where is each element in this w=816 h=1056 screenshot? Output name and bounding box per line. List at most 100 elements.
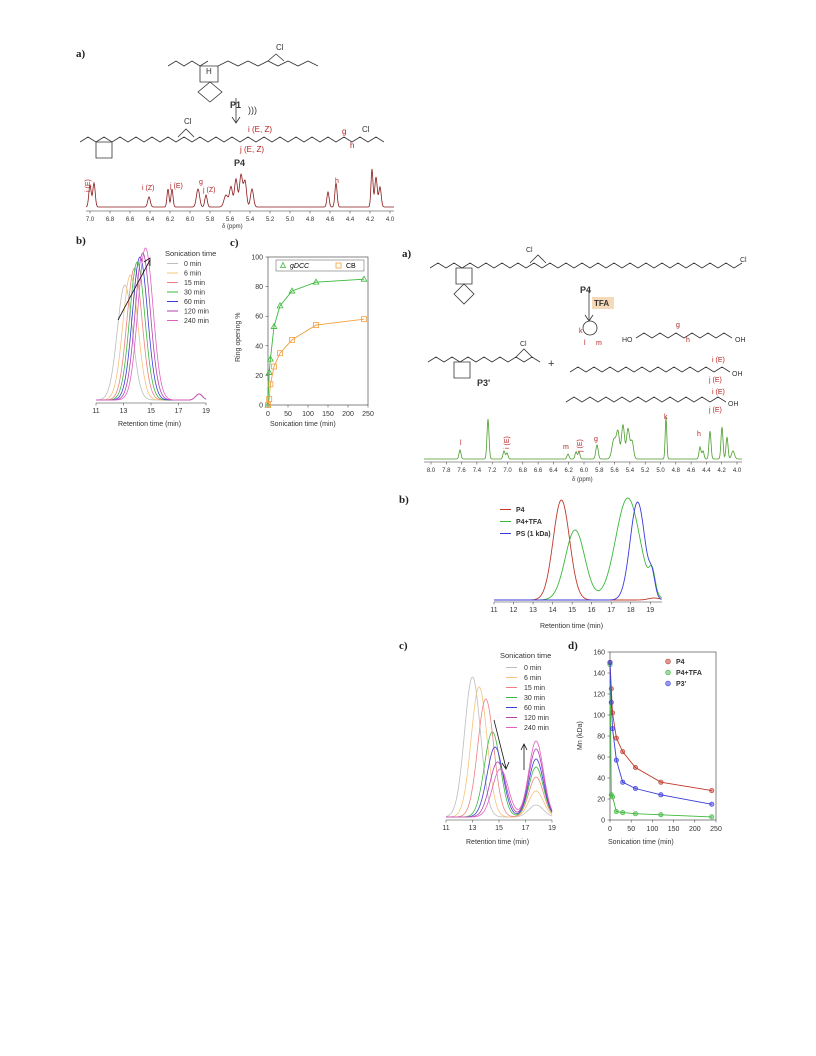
left-gpc-legend-label: 120 min	[184, 309, 209, 316]
ring-y-tick-label: 0	[259, 403, 263, 410]
ring-point-gdcc	[276, 302, 284, 309]
mn-point	[620, 810, 626, 816]
right-c-tick-label: 11	[442, 825, 449, 832]
mn-y-tick-label: 80	[597, 734, 605, 741]
right-c-tick-label: 15	[495, 825, 503, 832]
peak-label-jZ: j (Z)	[202, 187, 215, 194]
mn-point	[632, 785, 638, 791]
ring-point-cb	[289, 336, 295, 343]
left-nmr-tick-label: 5.0	[286, 217, 295, 223]
prod-ho: HO	[622, 337, 633, 344]
right-nmr-tick-label: 4.0	[733, 468, 742, 474]
ring-legend-cb-marker	[335, 262, 342, 269]
left-nmr-x-unit: δ (ppm)	[222, 224, 243, 230]
p4-label: P4	[234, 158, 245, 168]
right-c-legend-label: 120 min	[524, 715, 549, 722]
ring-ylabel: Ring opening %	[235, 313, 242, 362]
right-c-legend-label: 6 min	[524, 675, 541, 682]
right-c-down-arrow	[493, 719, 507, 769]
right-b-tick-label: 16	[588, 607, 596, 614]
left-c-label: c)	[230, 237, 239, 249]
mn-point	[620, 779, 626, 785]
left-gpc-tick-label: 15	[147, 408, 155, 415]
right-c-tick-label: 19	[548, 825, 556, 832]
ring-x-tick-label: 150	[322, 411, 334, 418]
right-a-scheme: P4 TFA P3' + Cl Cl Cl HO OH OH OH k l m …	[427, 247, 747, 414]
mn-point	[632, 764, 638, 770]
prod2-oh: OH	[732, 371, 743, 378]
tfa-label: TFA	[594, 299, 609, 308]
mn-legend-label: P4+TFA	[676, 670, 702, 677]
left-nmr-trace	[85, 168, 394, 208]
peak-label-h: h	[335, 178, 339, 185]
right-nmr-tick-label: 6.2	[565, 468, 574, 474]
right-b-label: b)	[399, 494, 409, 506]
ring-x-tick-label: 100	[302, 411, 314, 418]
left-nmr-spectrum: 7.0 6.8 6.6 6.4 6.2 6.0 5.8 5.6 5.4 5.2 5.0 4.8 4.6 4…	[85, 168, 395, 230]
right-nmr-tick-label: 4.4	[702, 468, 711, 474]
left-gpc-legend-label: 15 min	[184, 280, 205, 287]
mn-x-tick-label: 50	[627, 826, 635, 833]
right-c-trace	[445, 676, 553, 818]
tfa-badge	[592, 297, 614, 309]
right-b-tick-label: 15	[568, 607, 576, 614]
right-c-down-arrowhead	[501, 761, 510, 770]
right-c-xlabel: Retention time (min)	[466, 839, 529, 846]
left-nmr-tick-label: 6.8	[106, 217, 115, 223]
right-peak-k: k	[664, 414, 668, 421]
ring-point-cb	[313, 322, 319, 328]
right-nmr-tick-label: 5.0	[656, 468, 665, 474]
mol-label-iE-1: i (E)	[712, 357, 725, 364]
left-gpc-chart: 11 13 15 17 19 Retention time (min) Sonicati…	[92, 247, 216, 428]
right-nmr-tick-label: 6.6	[534, 468, 543, 474]
mn-chart: 0 50 100 150 200 250 0 20 40 60 80 100 120 140 160 P4 P4…	[577, 650, 722, 847]
right-c-up-arrowhead	[520, 743, 528, 751]
right-c-trace	[445, 686, 553, 818]
right-c-legend-label: 15 min	[524, 685, 545, 692]
right-nmr-tick-label: 6.0	[580, 468, 589, 474]
mn-point	[613, 757, 619, 763]
right-nmr-x-unit: δ (ppm)	[572, 477, 593, 483]
mn-point	[610, 710, 616, 716]
mn-x-tick-label: 200	[689, 826, 701, 833]
left-nmr-tick-label: 4.4	[346, 217, 355, 223]
right-p4-label: P4	[580, 285, 591, 295]
mn-y-tick-label: 0	[601, 818, 605, 825]
p4-cl-right: Cl	[362, 125, 370, 134]
left-nmr-tick-label: 4.2	[366, 217, 375, 223]
peak-label-g: g	[199, 179, 203, 186]
ring-plot-frame	[267, 256, 369, 406]
mn-y-tick-label: 140	[593, 671, 605, 678]
right-b-tick-label: 11	[490, 607, 497, 614]
right-a-label: a)	[402, 248, 412, 260]
right-gpc-b-chart: 11 12 13 14 15 16 17 18 19 Retention time (min) …	[490, 497, 662, 630]
left-nmr-tick-label: 5.8	[206, 217, 215, 223]
right-b-tick-label: 19	[646, 607, 654, 614]
right-b-legend-label: PS (1 kDa)	[516, 531, 551, 538]
right-c-legend-title: Sonication time	[500, 651, 551, 660]
left-gpc-legend-label: 240 min	[184, 318, 209, 325]
left-nmr-tick-label: 4.8	[306, 217, 315, 223]
right-b-tick-label: 12	[510, 607, 518, 614]
right-nmr-tick-label: 7.4	[473, 468, 482, 474]
mn-x-tick-label: 100	[647, 826, 659, 833]
right-b-tick-label: 17	[607, 607, 615, 614]
ring-y-tick-label: 80	[255, 284, 263, 291]
right-b-legend-label: P4	[516, 507, 525, 514]
left-a-label: a)	[76, 48, 86, 60]
right-c-label: c)	[399, 640, 408, 652]
prod-oh: OH	[735, 337, 746, 344]
mn-y-tick-label: 120	[593, 692, 605, 699]
ring-point-cb	[277, 350, 283, 357]
left-gpc-trace	[96, 247, 207, 401]
right-top-cl: Cl	[526, 247, 533, 254]
ring-legend-gdcc-marker	[279, 261, 287, 268]
right-b-tick-label: 18	[627, 607, 635, 614]
mn-legend-label: P3'	[676, 681, 687, 688]
mn-x-tick-label: 150	[668, 826, 680, 833]
right-nmr-tick-label: 7.2	[488, 468, 497, 474]
ring-point-cb	[267, 381, 274, 388]
mn-point	[608, 699, 614, 705]
mn-point	[610, 726, 616, 732]
right-peak-m: m	[563, 444, 569, 451]
